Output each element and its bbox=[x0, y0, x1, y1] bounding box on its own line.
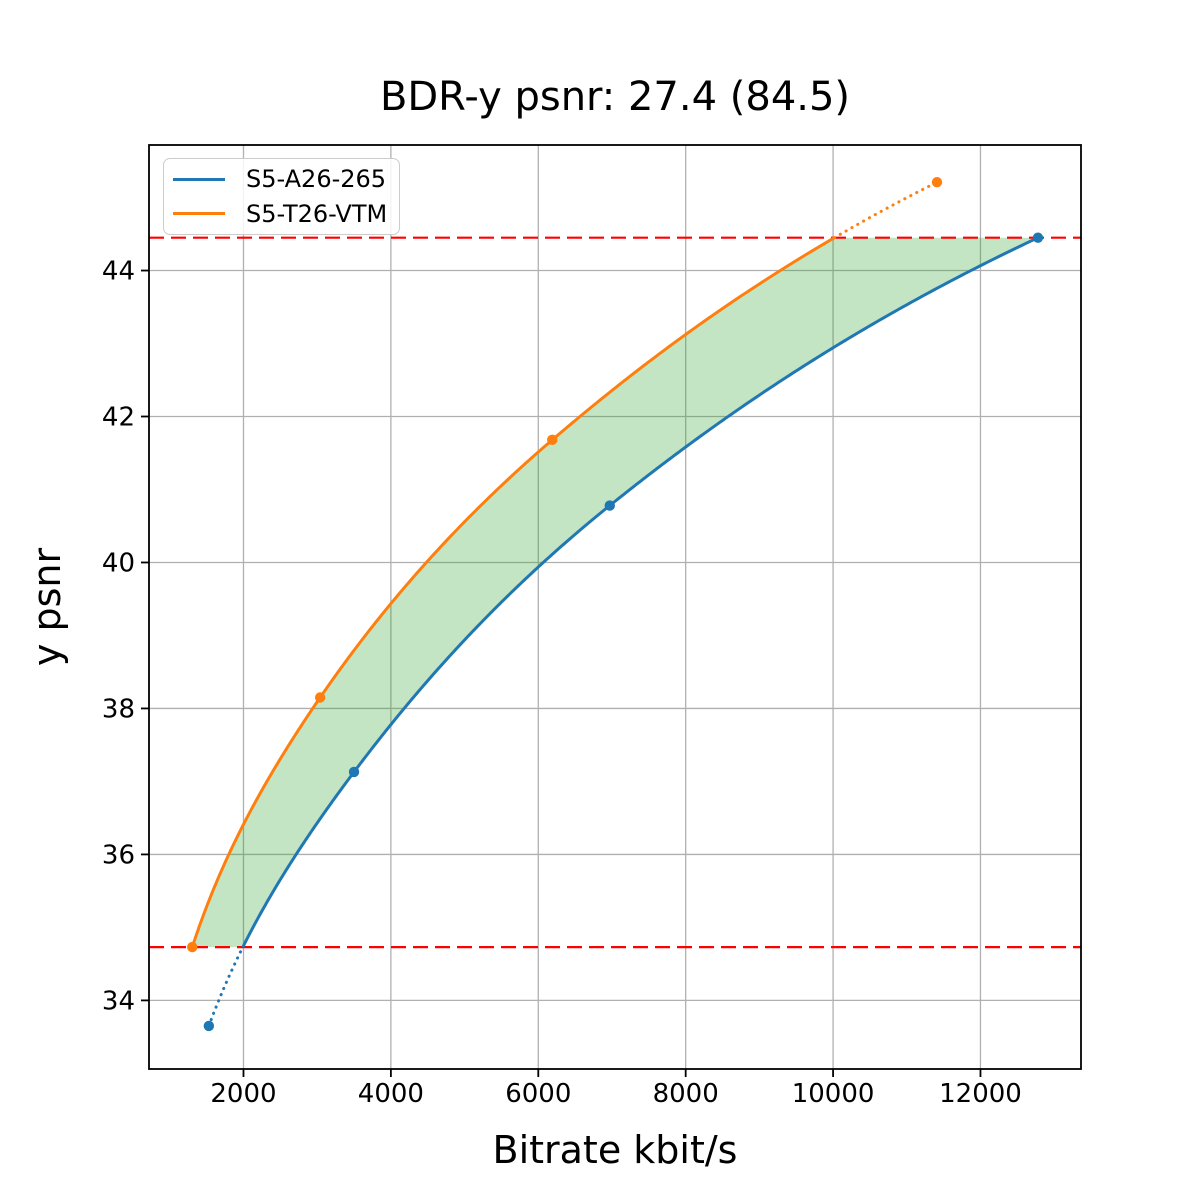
rd-curve-dotted bbox=[207, 945, 245, 1028]
rd-curve bbox=[241, 236, 1039, 948]
rd-curve-dotted bbox=[832, 180, 939, 240]
data-point bbox=[931, 177, 943, 188]
gridlines bbox=[149, 145, 1081, 1069]
x-tick-label: 2000 bbox=[210, 1079, 276, 1109]
y-tick-label: 34 bbox=[102, 986, 135, 1016]
plot-border bbox=[148, 144, 1082, 1070]
legend-entry: S5-T26-VTM bbox=[173, 197, 389, 231]
y-tick-label: 40 bbox=[102, 548, 135, 578]
data-point bbox=[604, 500, 615, 511]
y-tick-label: 36 bbox=[102, 840, 135, 870]
legend: S5-A26-265 S5-T26-VTM bbox=[163, 158, 400, 235]
chart-title: BDR-y psnr: 27.4 (84.5) bbox=[380, 74, 850, 120]
legend-entry: S5-A26-265 bbox=[173, 162, 389, 196]
legend-line-swatch bbox=[173, 177, 225, 181]
axis-ticks bbox=[141, 269, 982, 1077]
y-tick-label: 44 bbox=[102, 257, 135, 287]
x-tick-label: 8000 bbox=[653, 1079, 719, 1109]
x-tick-label: 12000 bbox=[939, 1079, 1022, 1109]
data-point bbox=[314, 692, 326, 703]
y-tick-labels: 34 36 38 40 42 44 bbox=[102, 257, 135, 1017]
y-tick-label: 38 bbox=[102, 694, 135, 724]
rd-curves bbox=[190, 180, 1039, 1028]
legend-label: S5-T26-VTM bbox=[246, 199, 388, 228]
data-point-markers bbox=[187, 177, 1044, 1032]
legend-label: S5-A26-265 bbox=[246, 165, 387, 194]
x-tick-label: 4000 bbox=[358, 1079, 424, 1109]
overlap-bound-lines bbox=[149, 236, 1081, 949]
bd-shade-region bbox=[192, 237, 1038, 948]
data-point bbox=[203, 1020, 215, 1032]
x-tick-label: 10000 bbox=[792, 1079, 875, 1109]
x-tick-label: 6000 bbox=[505, 1079, 571, 1109]
data-point bbox=[547, 434, 558, 446]
y-tick-label: 42 bbox=[102, 403, 135, 433]
legend-line-swatch bbox=[173, 212, 225, 216]
x-tick-labels: 2000 4000 6000 8000 10000 12000 bbox=[210, 1079, 1021, 1109]
data-point bbox=[1032, 232, 1044, 243]
data-point bbox=[348, 766, 360, 778]
rd-curve bbox=[190, 236, 836, 948]
y-axis-label: y psnr bbox=[25, 548, 69, 667]
x-axis-label: Bitrate kbit/s bbox=[493, 1128, 738, 1172]
data-point bbox=[187, 941, 198, 953]
